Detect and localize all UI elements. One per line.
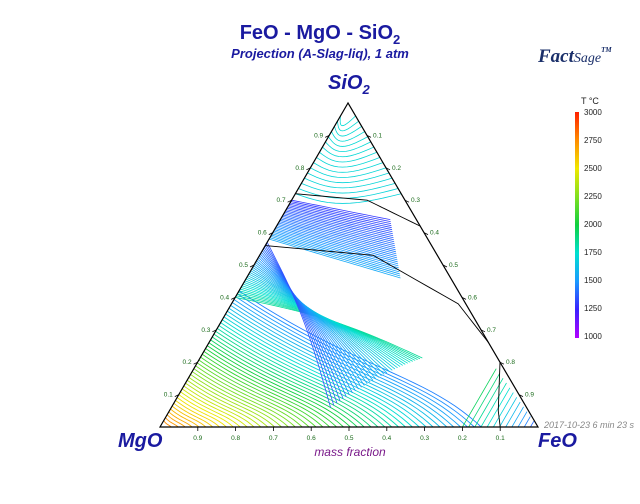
- left-tick-label: 0.5: [239, 262, 248, 269]
- right-tick-label: 0.8: [506, 359, 515, 366]
- left-tick-label: 0.9: [314, 132, 323, 139]
- colorbar-tick-label: 3000: [584, 108, 602, 117]
- bottom-tick-label: 0.1: [496, 435, 505, 442]
- field-boundaries: [265, 193, 501, 428]
- corner-label-left: MgO: [118, 430, 163, 452]
- colorbar-tick-label: 1750: [584, 248, 602, 257]
- bottom-tick-label: 0.3: [420, 435, 429, 442]
- bottom-tick-label: 0.4: [382, 435, 391, 442]
- colorbar-tick-label: 1000: [584, 332, 602, 341]
- right-tick-label: 0.7: [487, 327, 496, 334]
- axis-ticks: 0.9 0.8 0.7 0.6 0.5 0.4 0.3 0.2 0.1 0.1 0.2 0.3 0.4 0…: [164, 132, 535, 442]
- corner-label-top: SiO2: [328, 72, 370, 97]
- chart-title: FeO - MgO - SiO2: [239, 22, 401, 47]
- bottom-tick-label: 0.7: [269, 435, 278, 442]
- left-tick-label: 0.3: [201, 327, 210, 334]
- right-tick-label: 0.2: [392, 165, 401, 172]
- bottom-tick-label: 0.6: [307, 435, 316, 442]
- right-tick-label: 0.1: [373, 132, 382, 139]
- left-tick-label: 0.6: [258, 230, 267, 237]
- colorbar-tick-label: 2250: [584, 192, 602, 201]
- colorbar-title: T °C: [581, 96, 599, 106]
- bottom-tick-label: 0.8: [231, 435, 240, 442]
- axis-label: mass fraction: [314, 445, 386, 459]
- colorbar-tick-label: 2000: [584, 220, 602, 229]
- right-tick-label: 0.6: [468, 294, 477, 301]
- factsage-logo: FactSageTM: [538, 46, 612, 67]
- chart-subtitle: Projection (A-Slag-liq), 1 atm: [231, 46, 409, 61]
- right-tick-label: 0.9: [525, 392, 534, 399]
- colorbar: [575, 112, 579, 338]
- timestamp: 2017-10-23 6 min 23 s: [543, 420, 634, 430]
- corner-label-right: FeO: [538, 430, 577, 452]
- left-tick-label: 0.8: [295, 165, 304, 172]
- colorbar-tick-label: 1250: [584, 304, 602, 313]
- colorbar-tick-label: 2500: [584, 164, 602, 173]
- left-tick-label: 0.7: [277, 197, 286, 204]
- bottom-tick-label: 0.9: [193, 435, 202, 442]
- right-tick-label: 0.3: [411, 197, 420, 204]
- right-tick-label: 0.4: [430, 230, 439, 237]
- left-tick-label: 0.4: [220, 294, 229, 301]
- right-tick-label: 0.5: [449, 262, 458, 269]
- bottom-tick-label: 0.5: [344, 435, 353, 442]
- colorbar-tick-label: 2750: [584, 136, 602, 145]
- left-tick-label: 0.2: [183, 359, 192, 366]
- left-tick-label: 0.1: [164, 392, 173, 399]
- bottom-tick-label: 0.2: [458, 435, 467, 442]
- colorbar-tick-label: 1500: [584, 276, 602, 285]
- liquidus-contours: [163, 115, 535, 428]
